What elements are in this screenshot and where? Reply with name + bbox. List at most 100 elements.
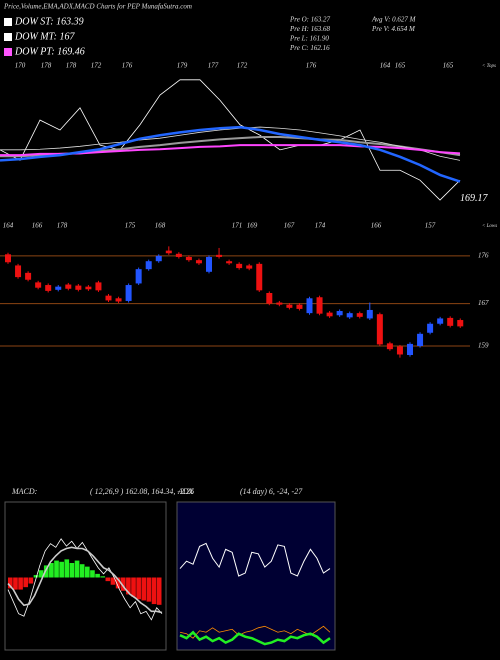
adx-panel [176, 501, 336, 651]
candle-body [115, 298, 122, 302]
histogram-bar [64, 559, 70, 578]
candle-body [447, 317, 454, 326]
histogram-bar [105, 577, 111, 582]
candle-body [135, 269, 142, 284]
line [7, 546, 163, 614]
histogram-bar [85, 566, 90, 578]
histogram-bar [156, 577, 162, 605]
histogram-bar [23, 577, 29, 588]
info: Pre C: 162.16 [289, 44, 330, 52]
histogram-bar [28, 577, 34, 584]
macd-params: ( 12,26,9 ) 162.08, 164.34, -2.26 [90, 487, 194, 496]
candle-body [95, 282, 102, 291]
last-value: 169.17 [460, 193, 489, 204]
candle-body [185, 256, 192, 261]
candle-body [35, 282, 42, 288]
histogram-bar [131, 577, 136, 597]
histogram-bar [110, 577, 116, 585]
candle-body [376, 314, 383, 345]
candle-body [407, 343, 413, 356]
tops-label: < Tops [482, 64, 496, 69]
histogram-bar [146, 577, 152, 602]
candle-body [256, 263, 263, 291]
top-label: 178 [66, 62, 77, 70]
line [0, 126, 461, 161]
candle-body [175, 253, 182, 257]
candle-body [336, 311, 343, 316]
y-tick-label: 167 [478, 299, 489, 307]
low-label: 167 [284, 222, 295, 230]
line [7, 538, 163, 621]
candle-body [85, 286, 92, 290]
candle-body [306, 298, 313, 314]
candle-body [457, 320, 464, 327]
candle-body [276, 302, 283, 305]
candle-body [5, 254, 11, 263]
top-label: 178 [41, 62, 52, 70]
histogram-bar [151, 577, 157, 605]
candle-body [286, 304, 293, 308]
top-label: 177 [208, 62, 219, 70]
low-label: 171 [232, 222, 243, 230]
histogram-bar [136, 577, 141, 600]
candle-body [65, 284, 72, 289]
histogram-bar [49, 563, 54, 578]
top-label: 172 [91, 62, 102, 70]
chart-title: Price,Volume,EMA,ADX,MACD Charts for PEP… [3, 3, 192, 11]
histogram-bar [13, 577, 18, 590]
candle-body [437, 318, 444, 324]
candle-body [427, 323, 434, 333]
histogram-bar [69, 563, 75, 578]
histogram-bar [38, 570, 44, 578]
info: Pre H: 163.68 [289, 25, 330, 33]
top-label: 176 [306, 62, 317, 70]
candle-body [266, 293, 273, 304]
legend-label: DOW ST: 163.39 [14, 16, 84, 27]
line [0, 125, 461, 183]
line [0, 79, 461, 201]
top-label: 179 [177, 62, 188, 70]
candle-body [346, 313, 353, 318]
candle-body [75, 285, 82, 290]
histogram-bar [79, 564, 85, 578]
top-label: 176 [122, 62, 133, 70]
histogram-bar [90, 570, 95, 578]
low-label: 169 [247, 222, 258, 230]
line [179, 542, 331, 577]
low-label: 168 [155, 222, 166, 230]
low-label: 174 [315, 222, 326, 230]
line [179, 625, 331, 639]
candle-body [25, 272, 32, 280]
info: Pre V: 4.654 M [371, 25, 416, 33]
top-label: 170 [15, 62, 26, 70]
candle-body [15, 265, 22, 278]
candle-body [125, 285, 132, 301]
legend-swatch [4, 48, 12, 56]
candle-body [55, 286, 62, 290]
low-label: 157 [425, 222, 436, 230]
histogram-bar [115, 577, 121, 589]
info: Pre L: 161.90 [289, 35, 329, 43]
adx-title: ADX [177, 487, 195, 496]
candle-body [145, 261, 152, 270]
low-label: 175 [125, 222, 136, 230]
top-label: 165 [395, 62, 406, 70]
low-label: 166 [371, 222, 382, 230]
y-tick-label: 159 [478, 342, 489, 350]
candle-body [155, 255, 162, 262]
macd-title: MACD: [11, 487, 38, 496]
histogram-bar [54, 560, 59, 578]
legend-label: DOW PT: 169.46 [14, 46, 85, 57]
candle-body [356, 313, 363, 317]
line [179, 630, 331, 646]
candle-body [216, 254, 223, 257]
low-label: 166 [32, 222, 43, 230]
candle-body [296, 304, 303, 309]
candle-body [326, 312, 333, 317]
legend-label: DOW MT: 167 [14, 31, 75, 42]
top-label: 172 [237, 62, 248, 70]
y-tick-label: 176 [478, 252, 489, 260]
info: Avg V: 0.627 M [371, 16, 417, 24]
histogram-bar [141, 577, 147, 601]
